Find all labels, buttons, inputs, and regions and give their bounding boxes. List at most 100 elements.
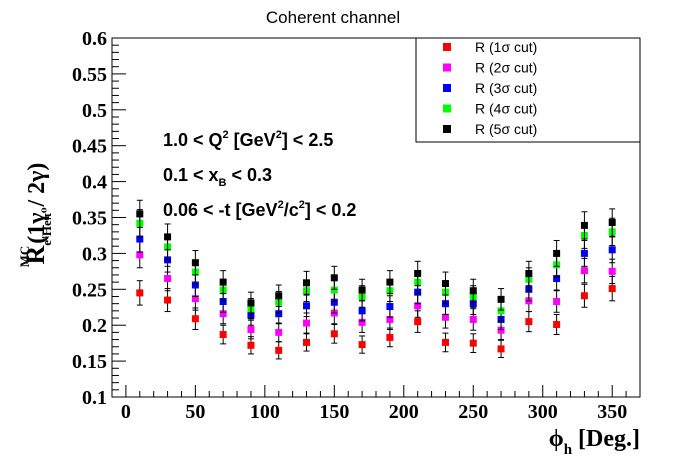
data-point [580,292,588,300]
data-point [469,315,477,323]
data-point [219,310,227,318]
data-point [497,326,505,334]
data-point [358,307,366,315]
data-point [275,346,283,354]
data-point [275,292,283,300]
y-tick-label: 0.35 [72,208,107,230]
data-point [553,320,561,328]
data-point [497,345,505,353]
data-point [414,302,422,310]
data-point [580,221,588,229]
x-tick-label: 50 [185,401,205,423]
data-point [553,275,561,283]
y-axis: 0.1 0.15 0.2 0.25 0.3 0.35 0.4 0.45 0.5 0.55 0.6 [72,28,126,409]
y-label-main: R [21,246,50,265]
y-tick-label: 0.6 [82,28,107,50]
data-point [303,279,311,287]
x-label-main: ϕ [549,426,564,452]
data-point [247,326,255,334]
data-point [247,341,255,349]
series-1 [136,275,616,360]
data-point [191,259,199,267]
chart-title: Coherent channel [266,8,400,27]
y-tick-label: 0.4 [82,172,107,194]
data-point [441,280,449,288]
data-point [553,298,561,306]
data-point [303,319,311,327]
x-label-sub: h [564,442,573,458]
y-tick-label: 0.15 [72,351,107,373]
data-point [386,315,394,323]
y-tick-label: 0.25 [72,279,107,301]
data-point [358,286,366,294]
data-point [358,341,366,349]
legend: R (1σ cut) R (2σ cut) R (3σ cut) R (4σ cut)… [415,37,641,143]
data-point [441,338,449,346]
data-point [553,249,561,257]
data-point [525,318,533,326]
y-tick-label: 0.1 [82,387,107,409]
legend-marker [443,104,451,113]
data-point [191,295,199,303]
data-point [525,270,533,278]
data-point [191,281,199,289]
data-point [136,251,144,259]
legend-label: R (5σ cut) [475,121,537,137]
legend-label: R (2σ cut) [475,60,537,76]
data-point [497,295,505,303]
y-tick-label: 0.55 [72,64,107,86]
y-axis-label: Re⁴Heπ⁰ MC(1γ / 2γ) [17,163,54,268]
data-point [580,267,588,275]
data-point [386,333,394,341]
data-point [414,318,422,326]
data-point [164,275,172,283]
data-point [303,302,311,310]
svg-text:Re⁴Heπ⁰MC(1γ / 2γ): Re⁴Heπ⁰ MC(1γ / 2γ) [17,163,54,268]
legend-marker [443,43,451,51]
legend-box [415,37,641,143]
annotations: 1.0 < Q2 [GeV2] < 2.5 0.1 < xB < 0.3 0.0… [163,129,356,220]
x-tick-label: 150 [319,401,349,423]
data-point [608,285,616,293]
data-point [275,328,283,336]
data-point [136,289,144,297]
y-tick-label: 0.2 [82,315,107,337]
x-tick-label: 300 [528,401,558,423]
data-point [469,287,477,295]
data-point [330,286,338,294]
x-tick-label: 350 [597,401,627,423]
series-3 [136,225,616,331]
data-point [164,233,172,241]
y-label-suffix: (1γ / 2γ) [24,163,50,244]
series-5 [136,199,616,315]
series-layer [136,199,616,360]
legend-label: R (4σ cut) [475,101,537,117]
data-point [219,331,227,339]
series-2 [136,241,616,343]
data-point [608,246,616,254]
y-label-sub: e⁴Heπ⁰ [39,207,54,246]
y-tick-label: 0.5 [82,100,107,122]
annotation-xb: 0.1 < xB < 0.3 [163,165,272,189]
data-point [497,307,505,315]
data-point [608,267,616,275]
legend-marker [443,63,451,72]
data-point [608,219,616,227]
annotation-t: 0.06 < -t [GeV2/c2] < 0.2 [163,199,356,220]
data-point [330,274,338,282]
x-axis-label: ϕh [Deg.] [549,426,640,458]
legend-marker [443,125,451,133]
y-tick-label: 0.3 [82,243,107,265]
y-tick-label: 0.45 [72,136,107,158]
y-label-sup: MC [17,246,32,268]
data-point [330,330,338,338]
data-point [164,296,172,304]
data-point [136,235,144,243]
data-point [386,303,394,311]
x-label-suffix: [Deg.] [572,426,640,452]
legend-label: R (3σ cut) [475,80,537,96]
data-point [469,339,477,347]
data-point [275,310,283,318]
data-point [136,210,144,218]
